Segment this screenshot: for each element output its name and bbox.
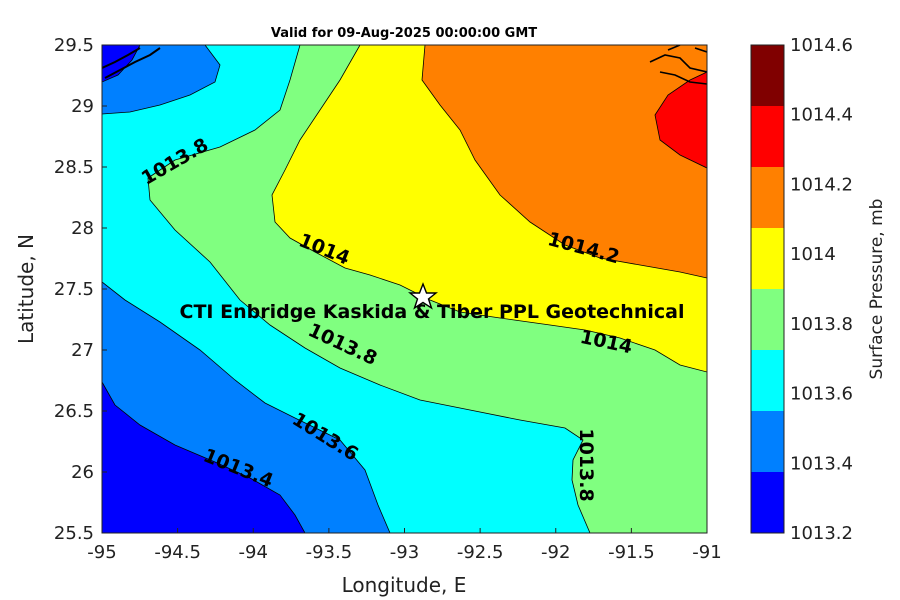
y-tick-label: 29.5: [54, 35, 94, 56]
x-tick-label: -91: [692, 542, 721, 563]
coastline-northwest: [102, 47, 161, 79]
colorbar-tick-label: 1014.4: [790, 105, 853, 126]
y-tick-label: 27.5: [54, 279, 94, 300]
colorbar-swatch: [751, 472, 784, 533]
band-1014-4: [654, 71, 707, 169]
x-tick-label: -94: [239, 542, 268, 563]
colorbar-tick-label: 1013.2: [790, 523, 853, 544]
site-marker: CTI Enbridge Kaskida & Tiber PPL Geotech…: [180, 282, 685, 323]
y-tick-label: 27: [71, 340, 94, 361]
colorbar-swatch: [751, 350, 784, 411]
colorbar-swatch: [751, 167, 784, 228]
y-tick-label: 25.5: [54, 523, 94, 544]
x-tick-label: -93: [390, 542, 419, 563]
x-tick-label: -91.5: [608, 542, 655, 563]
colorbar-swatch: [751, 289, 784, 350]
x-tick-label: -93.5: [306, 542, 353, 563]
colorbar-swatch: [751, 228, 784, 289]
colorbar-swatch: [751, 106, 784, 167]
star-icon: [408, 282, 438, 310]
y-tick-label: 29: [71, 96, 94, 117]
colorbar-tick-label: 1014: [790, 244, 836, 265]
y-tick-label: 28: [71, 218, 94, 239]
y-axis: 29.5 29 28.5 28 27.5 27 26.5 26 25.5: [54, 35, 107, 544]
map-title: Valid for 09-Aug-2025 00:00:00 GMT: [271, 26, 537, 41]
colorbar-tick-label: 1014.2: [790, 174, 853, 195]
colorbar-frame: [750, 44, 785, 534]
band-1013-4-north: [102, 45, 221, 115]
colorbar-swatch: [751, 411, 784, 472]
band-1014-2: [421, 45, 707, 279]
site-label: CTI Enbridge Kaskida & Tiber PPL Geotech…: [180, 301, 685, 323]
colorbar-swatch: [751, 45, 784, 106]
y-tick-label: 26.5: [54, 401, 94, 422]
y-tick-label: 28.5: [54, 157, 94, 178]
x-axis-title: Longitude, E: [342, 573, 467, 597]
x-tick-label: -95: [87, 542, 116, 563]
coastline-northeast: [649, 45, 707, 85]
colorbar-tick-label: 1014.6: [790, 35, 853, 56]
colorbar-tick-label: 1013.6: [790, 384, 853, 405]
x-axis: -95 -94.5 -94 -93.5 -93 -92.5 -92 -91.5 -91: [87, 528, 722, 563]
contour-fill: [102, 45, 707, 533]
colorbar: 1014.6 1014.4 1014.2 1014 1013.8 1013.6 1013.4…: [750, 35, 853, 544]
x-tick-label: -92.5: [457, 542, 504, 563]
contour-label: 1013.8: [575, 428, 597, 501]
x-tick-label: -94.5: [154, 542, 201, 563]
colorbar-tick-label: 1013.4: [790, 453, 853, 474]
y-axis-title: Latitude, N: [14, 234, 38, 344]
band-1013-2: [102, 381, 306, 533]
y-tick-label: 26: [71, 462, 94, 483]
colorbar-tick-label: 1013.8: [790, 314, 853, 335]
colorbar-title: Surface Pressure, mb: [867, 199, 887, 380]
x-tick-label: -92: [541, 542, 570, 563]
